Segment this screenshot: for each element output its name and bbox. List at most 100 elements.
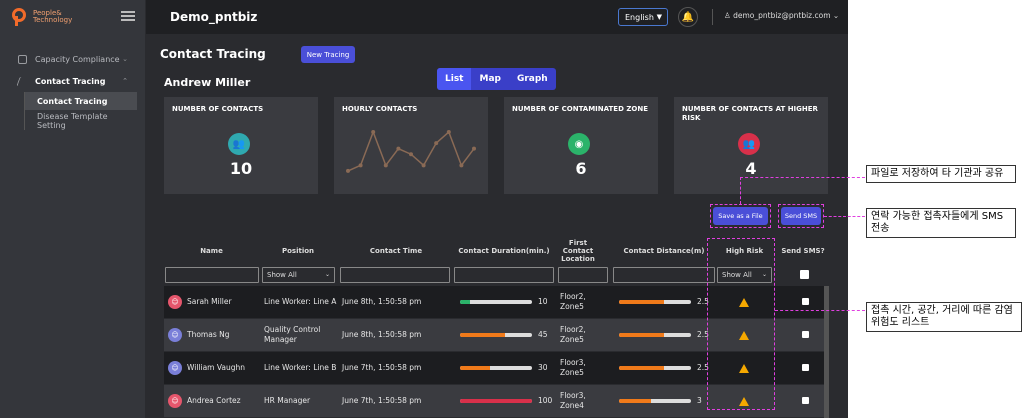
distance-bar-fill: [619, 333, 664, 337]
position-filter-select[interactable]: Show All ⌄: [262, 267, 335, 283]
col-position: Position: [281, 247, 315, 255]
tab-map[interactable]: Map: [479, 74, 501, 84]
duration-cell: 10: [460, 286, 560, 318]
app-title: Demo_pntbiz: [170, 10, 258, 24]
card-value: 4: [745, 159, 757, 178]
view-switcher: List Map Graph: [437, 68, 556, 90]
box-icon: [18, 54, 27, 64]
distance-bar: [619, 300, 691, 304]
contact-name: Andrea Cortez: [187, 396, 241, 405]
table-header: Name Position Contact Time Contact Durat…: [164, 236, 834, 266]
position-cell: Line Worker: Line A: [264, 297, 337, 306]
table-row[interactable]: ☺ William Vaughn Line Worker: Line B June 7…: [164, 352, 826, 384]
avatar-icon: ☺: [168, 361, 182, 375]
card-title: HOURLY CONTACTS: [342, 105, 418, 113]
bell-icon[interactable]: 🔔: [678, 7, 698, 27]
duration-cell: 30: [460, 352, 560, 384]
sidebar-item-label: Capacity Compliance: [35, 54, 120, 64]
duration-value: 30: [538, 363, 548, 372]
location-cell: Floor3, Zone5: [560, 358, 586, 377]
person-name: Andrew Miller: [164, 76, 251, 89]
save-connector: [740, 177, 865, 178]
send-sms-checkbox[interactable]: [802, 298, 809, 305]
app-window: People& Technology Capacity Compliance ⌄…: [0, 0, 848, 418]
distance-filter-input[interactable]: [613, 267, 715, 283]
name-filter-input[interactable]: [165, 267, 259, 283]
language-select[interactable]: English ▼: [618, 8, 668, 26]
trend-icon: [16, 76, 29, 86]
location-cell: Floor2, Zone5: [560, 292, 586, 311]
sidebar-subitem-disease-template[interactable]: Disease Template Setting: [37, 112, 108, 130]
duration-value: 100: [538, 396, 553, 405]
people-icon: 👥: [738, 133, 760, 155]
sidebar-item-contact-tracing[interactable]: Contact Tracing ⌃: [0, 70, 146, 92]
table-scrollbar[interactable]: [824, 286, 829, 418]
avatar-icon: ☺: [168, 328, 182, 342]
contact-time-cell: June 7th, 1:50:58 pm: [342, 363, 422, 372]
sidebar-item-capacity-compliance[interactable]: Capacity Compliance ⌄: [0, 48, 146, 70]
name-cell: ☺ Thomas Ng: [168, 319, 263, 351]
duration-bar-fill: [460, 366, 491, 370]
warning-icon: [739, 330, 749, 340]
logo[interactable]: People& Technology: [0, 0, 145, 34]
duration-bar: [460, 300, 532, 304]
risk-filter-select[interactable]: Show All ⌄: [717, 267, 772, 283]
col-high-risk: High Risk: [725, 247, 764, 255]
sparkline-point: [421, 163, 426, 168]
table-row[interactable]: ☺ Sarah Miller Line Worker: Line A June 8th…: [164, 286, 826, 318]
distance-bar: [619, 399, 691, 403]
col-location: First Contact Location: [561, 239, 595, 263]
chevron-up-icon: ⌃: [122, 77, 128, 85]
select-all-checkbox[interactable]: [800, 270, 809, 279]
card-title: NUMBER OF CONTACTS AT HIGHER RISK: [682, 105, 818, 122]
sparkline-line: [347, 129, 475, 172]
send-sms-button[interactable]: Send SMS: [781, 207, 821, 225]
high-risk-cell: [739, 385, 759, 417]
tab-list[interactable]: List: [437, 68, 472, 90]
distance-bar: [619, 333, 691, 337]
distance-value: 2.5: [697, 330, 709, 339]
contact-name: Thomas Ng: [187, 330, 230, 339]
table-row[interactable]: ☺ Andrea Cortez HR Manager June 7th, 1:50:5…: [164, 385, 826, 417]
duration-cell: 100: [460, 385, 560, 417]
new-tracing-button[interactable]: New Tracing: [301, 46, 355, 63]
location-cell: Floor2, Zone5: [560, 325, 586, 344]
card-higher-risk: NUMBER OF CONTACTS AT HIGHER RISK 👥 4: [674, 97, 828, 194]
menu-toggle-icon[interactable]: [121, 11, 135, 21]
sms-button-highlight: [778, 204, 824, 228]
sidebar-subitem-contact-tracing[interactable]: Contact Tracing: [25, 92, 137, 110]
save-as-file-button[interactable]: Save as a File: [713, 207, 768, 225]
time-filter-input[interactable]: [340, 267, 450, 283]
send-sms-checkbox[interactable]: [802, 331, 809, 338]
duration-bar: [460, 399, 532, 403]
high-risk-cell: [739, 352, 759, 384]
save-button-highlight: [710, 204, 771, 228]
warning-icon: [739, 363, 749, 373]
send-sms-checkbox[interactable]: [802, 364, 809, 371]
distance-cell: 3: [619, 385, 719, 417]
top-bar: Demo_pntbiz English ▼ 🔔 ♙ demo_pntbiz@pn…: [146, 0, 848, 34]
filter-row: Show All ⌄ Show All ⌄: [164, 266, 834, 286]
user-menu[interactable]: ♙ demo_pntbiz@pntbiz.com ⌄: [724, 11, 839, 20]
location-filter-input[interactable]: [558, 267, 608, 283]
col-distance: Contact Distance(m): [623, 247, 705, 255]
send-sms-checkbox[interactable]: [802, 397, 809, 404]
card-number-of-contacts: NUMBER OF CONTACTS 👥 10: [164, 97, 318, 194]
duration-filter-input[interactable]: [454, 267, 554, 283]
duration-value: 10: [538, 297, 548, 306]
summary-cards: NUMBER OF CONTACTS 👥 10 HOURLY CONTACTS …: [164, 97, 834, 195]
annotation-risk: 접촉 시간, 공간, 거리에 따른 감염 위험도 리스트: [866, 302, 1022, 332]
language-value: English: [625, 12, 654, 22]
chevron-down-icon: ⌄: [324, 271, 330, 278]
card-title: NUMBER OF CONTACTS: [172, 105, 264, 113]
avatar-icon: ☺: [168, 295, 182, 309]
contact-time-cell: June 7th, 1:50:58 pm: [342, 396, 422, 405]
table-row[interactable]: ☺ Thomas Ng Quality Control Manager June 8t…: [164, 319, 826, 351]
logo-text-line1: People&: [33, 9, 62, 17]
contact-time-cell: June 8th, 1:50:58 pm: [342, 330, 422, 339]
duration-value: 45: [538, 330, 548, 339]
duration-bar: [460, 333, 532, 337]
tab-graph[interactable]: Graph: [516, 74, 548, 84]
logo-icon: [12, 8, 28, 26]
warning-icon: [739, 297, 749, 307]
